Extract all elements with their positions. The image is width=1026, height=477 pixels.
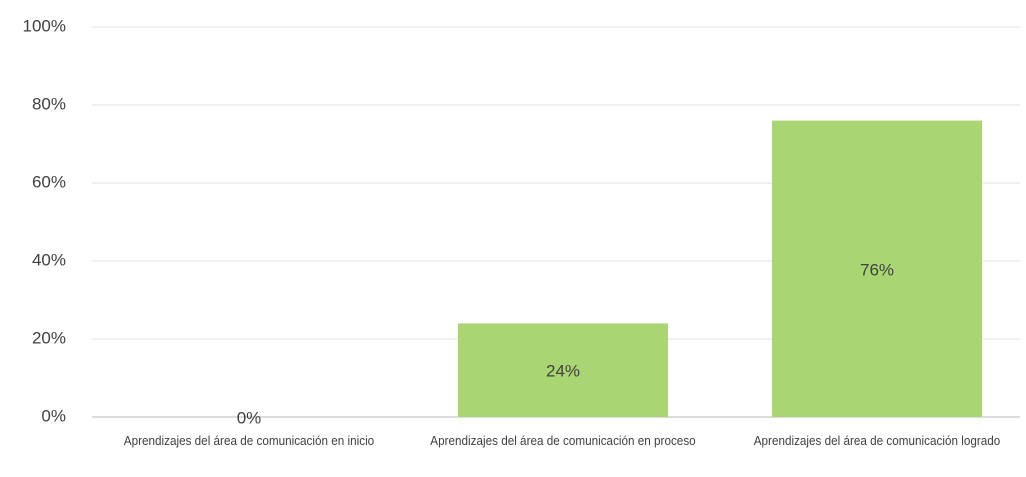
y-tick-label: 60% — [32, 172, 66, 191]
y-tick-label: 100% — [23, 16, 66, 35]
x-tick-label: Aprendizajes del área de comunicación en… — [123, 433, 375, 448]
y-tick-label: 20% — [32, 328, 66, 347]
bar — [772, 120, 982, 417]
data-label: 0% — [237, 408, 262, 427]
bar — [458, 323, 668, 417]
y-tick-label: 80% — [32, 94, 66, 113]
x-tick-label: Aprendizajes del área de comunicación lo… — [753, 433, 1001, 448]
y-tick-label: 0% — [41, 406, 66, 425]
y-tick-label: 40% — [32, 250, 66, 269]
data-label: 24% — [546, 362, 580, 381]
x-tick-label: Aprendizajes del área de comunicación en… — [430, 433, 696, 448]
data-label: 76% — [860, 260, 894, 279]
